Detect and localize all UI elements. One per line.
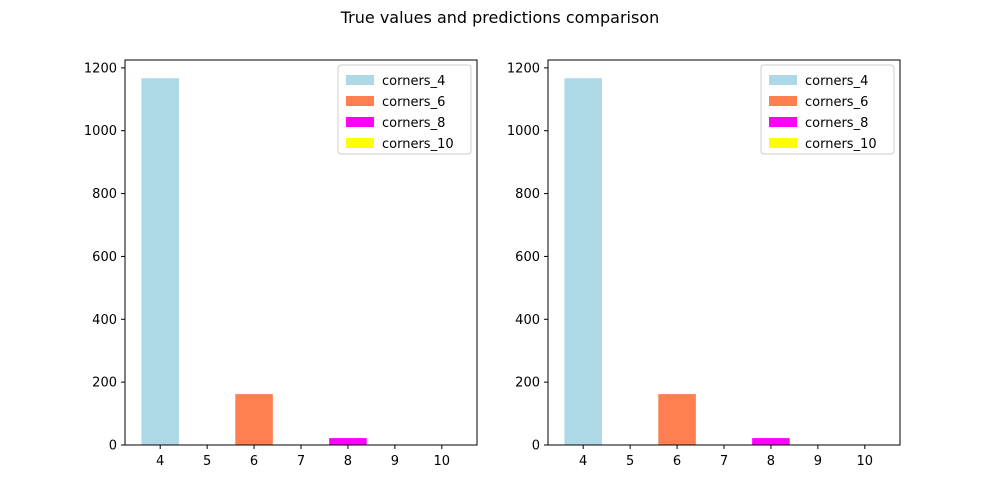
bar-corners-6 <box>658 394 696 445</box>
legend-label: corners_10 <box>805 137 877 152</box>
legend-label: corners_8 <box>382 116 445 131</box>
y-tick-label: 600 <box>92 250 117 265</box>
legend: corners_4 corners_6 corners_8 corners_10 <box>337 64 472 155</box>
y-tick-label: 0 <box>532 439 540 454</box>
x-tick-label: 10 <box>857 454 874 469</box>
x-tick-label: 9 <box>814 454 822 469</box>
y-tick-label: 1000 <box>84 124 117 139</box>
legend-swatch <box>346 138 374 148</box>
y-tick-label: 400 <box>92 313 117 328</box>
legend-box <box>760 64 895 155</box>
bar-corners-6 <box>235 394 273 445</box>
y-tick-label: 800 <box>515 187 540 202</box>
x-tick-label: 7 <box>720 454 728 469</box>
x-tick-label: 4 <box>579 454 587 469</box>
x-tick-label: 4 <box>156 454 164 469</box>
x-tick-label: 10 <box>434 454 451 469</box>
x-tick-label: 6 <box>673 454 681 469</box>
y-tick-label: 1200 <box>84 61 117 76</box>
x-tick-label: 8 <box>767 454 775 469</box>
legend-swatch <box>346 96 374 106</box>
legend-label: corners_10 <box>382 137 454 152</box>
bar-corners-8 <box>752 438 790 445</box>
legend-swatch <box>346 117 374 127</box>
legend-swatch <box>346 75 374 85</box>
bar-corners-4 <box>141 78 179 445</box>
legend-label: corners_6 <box>805 95 868 110</box>
legend-swatch <box>769 138 797 148</box>
y-tick-label: 600 <box>515 250 540 265</box>
x-tick-label: 7 <box>297 454 305 469</box>
figure-suptitle: True values and predictions comparison <box>340 8 660 27</box>
y-tick-label: 200 <box>92 376 117 391</box>
x-tick-label: 6 <box>250 454 258 469</box>
x-tick-label: 8 <box>344 454 352 469</box>
y-tick-label: 800 <box>92 187 117 202</box>
subplot-left: 4 5 6 7 8 9 10020040060080010001200corners_4co… <box>84 59 478 469</box>
legend-swatch <box>769 96 797 106</box>
legend-swatch <box>769 75 797 85</box>
y-tick-label: 200 <box>515 376 540 391</box>
x-tick-label: 9 <box>391 454 399 469</box>
legend-label: corners_8 <box>805 116 868 131</box>
y-tick-label: 400 <box>515 313 540 328</box>
legend-box <box>337 64 472 155</box>
legend-swatch <box>769 117 797 127</box>
x-tick-label: 5 <box>203 454 211 469</box>
legend-label: corners_4 <box>805 74 868 89</box>
subplot-right: 4 5 6 7 8 9 10020040060080010001200corners_4co… <box>507 59 901 469</box>
bar-corners-4 <box>564 78 602 445</box>
y-tick-label: 1000 <box>507 124 540 139</box>
y-tick-label: 0 <box>109 439 117 454</box>
legend-label: corners_4 <box>382 74 445 89</box>
y-tick-label: 1200 <box>507 61 540 76</box>
bar-corners-8 <box>329 438 367 445</box>
legend-label: corners_6 <box>382 95 445 110</box>
legend: corners_4 corners_6 corners_8 corners_10 <box>760 64 895 155</box>
x-tick-label: 5 <box>626 454 634 469</box>
